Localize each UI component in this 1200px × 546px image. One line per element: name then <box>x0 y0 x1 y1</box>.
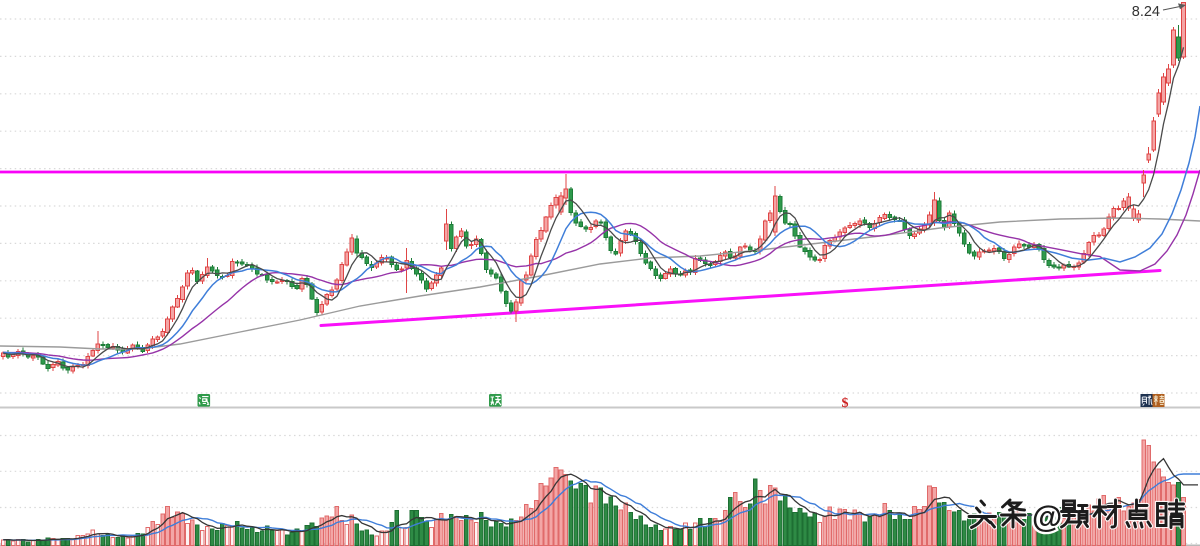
svg-text:8.24: 8.24 <box>1132 4 1160 20</box>
svg-text:@: @ <box>1032 499 1062 534</box>
svg-text:@: @ <box>1032 499 1062 534</box>
svg-text:$: $ <box>842 396 849 411</box>
